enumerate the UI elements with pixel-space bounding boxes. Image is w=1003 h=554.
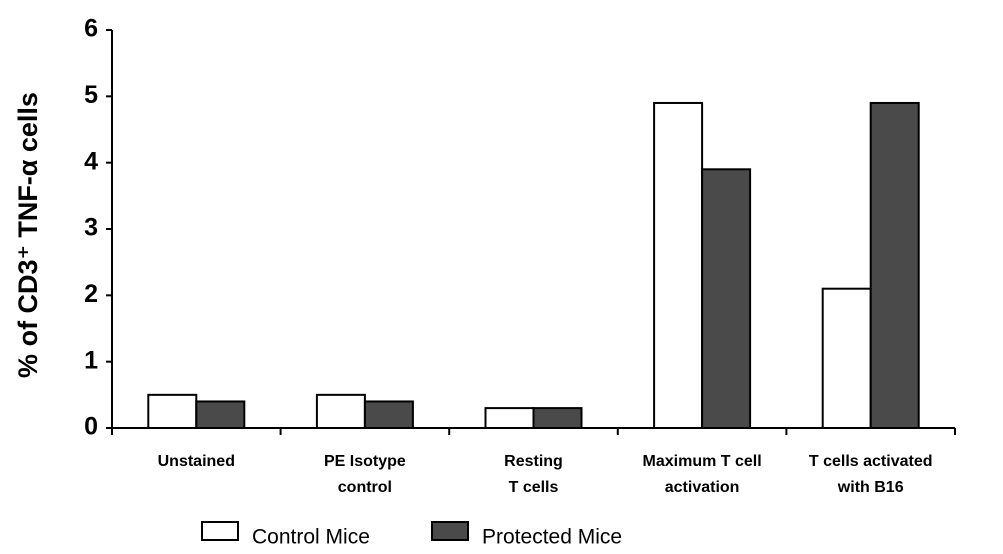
x-tick-label: Unstained	[158, 453, 235, 470]
x-tick-label: T cells activated	[809, 453, 933, 470]
legend-swatch	[201, 521, 239, 541]
legend-label: Control Mice	[252, 526, 370, 549]
y-tick-label: 1	[84, 346, 98, 374]
bar	[821, 287, 872, 430]
legend-label: Protected Mice	[482, 526, 622, 549]
x-tick-label: activation	[665, 479, 740, 496]
y-tick-label: 5	[84, 81, 98, 109]
bar	[653, 101, 704, 429]
x-tick-label: with B16	[837, 479, 904, 496]
y-tick-label: 4	[84, 147, 98, 175]
y-axis-label: % of CD3⁺ TNF-α cells	[13, 92, 43, 378]
bar	[363, 400, 414, 430]
bar	[484, 407, 535, 430]
bar	[532, 407, 583, 430]
y-tick-label: 6	[84, 15, 98, 43]
x-tick-label: PE Isotype	[324, 453, 406, 470]
legend-swatch	[431, 521, 469, 541]
bar	[195, 400, 246, 430]
y-tick-label: 2	[84, 280, 98, 308]
bar	[315, 393, 366, 430]
bar	[147, 393, 198, 430]
x-tick-label: Resting	[504, 453, 563, 470]
bar	[701, 168, 752, 430]
x-tick-label: control	[338, 479, 392, 496]
x-tick-label: T cells	[509, 479, 559, 496]
y-tick-label: 3	[84, 214, 98, 242]
y-tick-label: 0	[84, 413, 98, 441]
x-tick-label: Maximum T cell	[643, 453, 762, 470]
bar	[869, 101, 920, 429]
